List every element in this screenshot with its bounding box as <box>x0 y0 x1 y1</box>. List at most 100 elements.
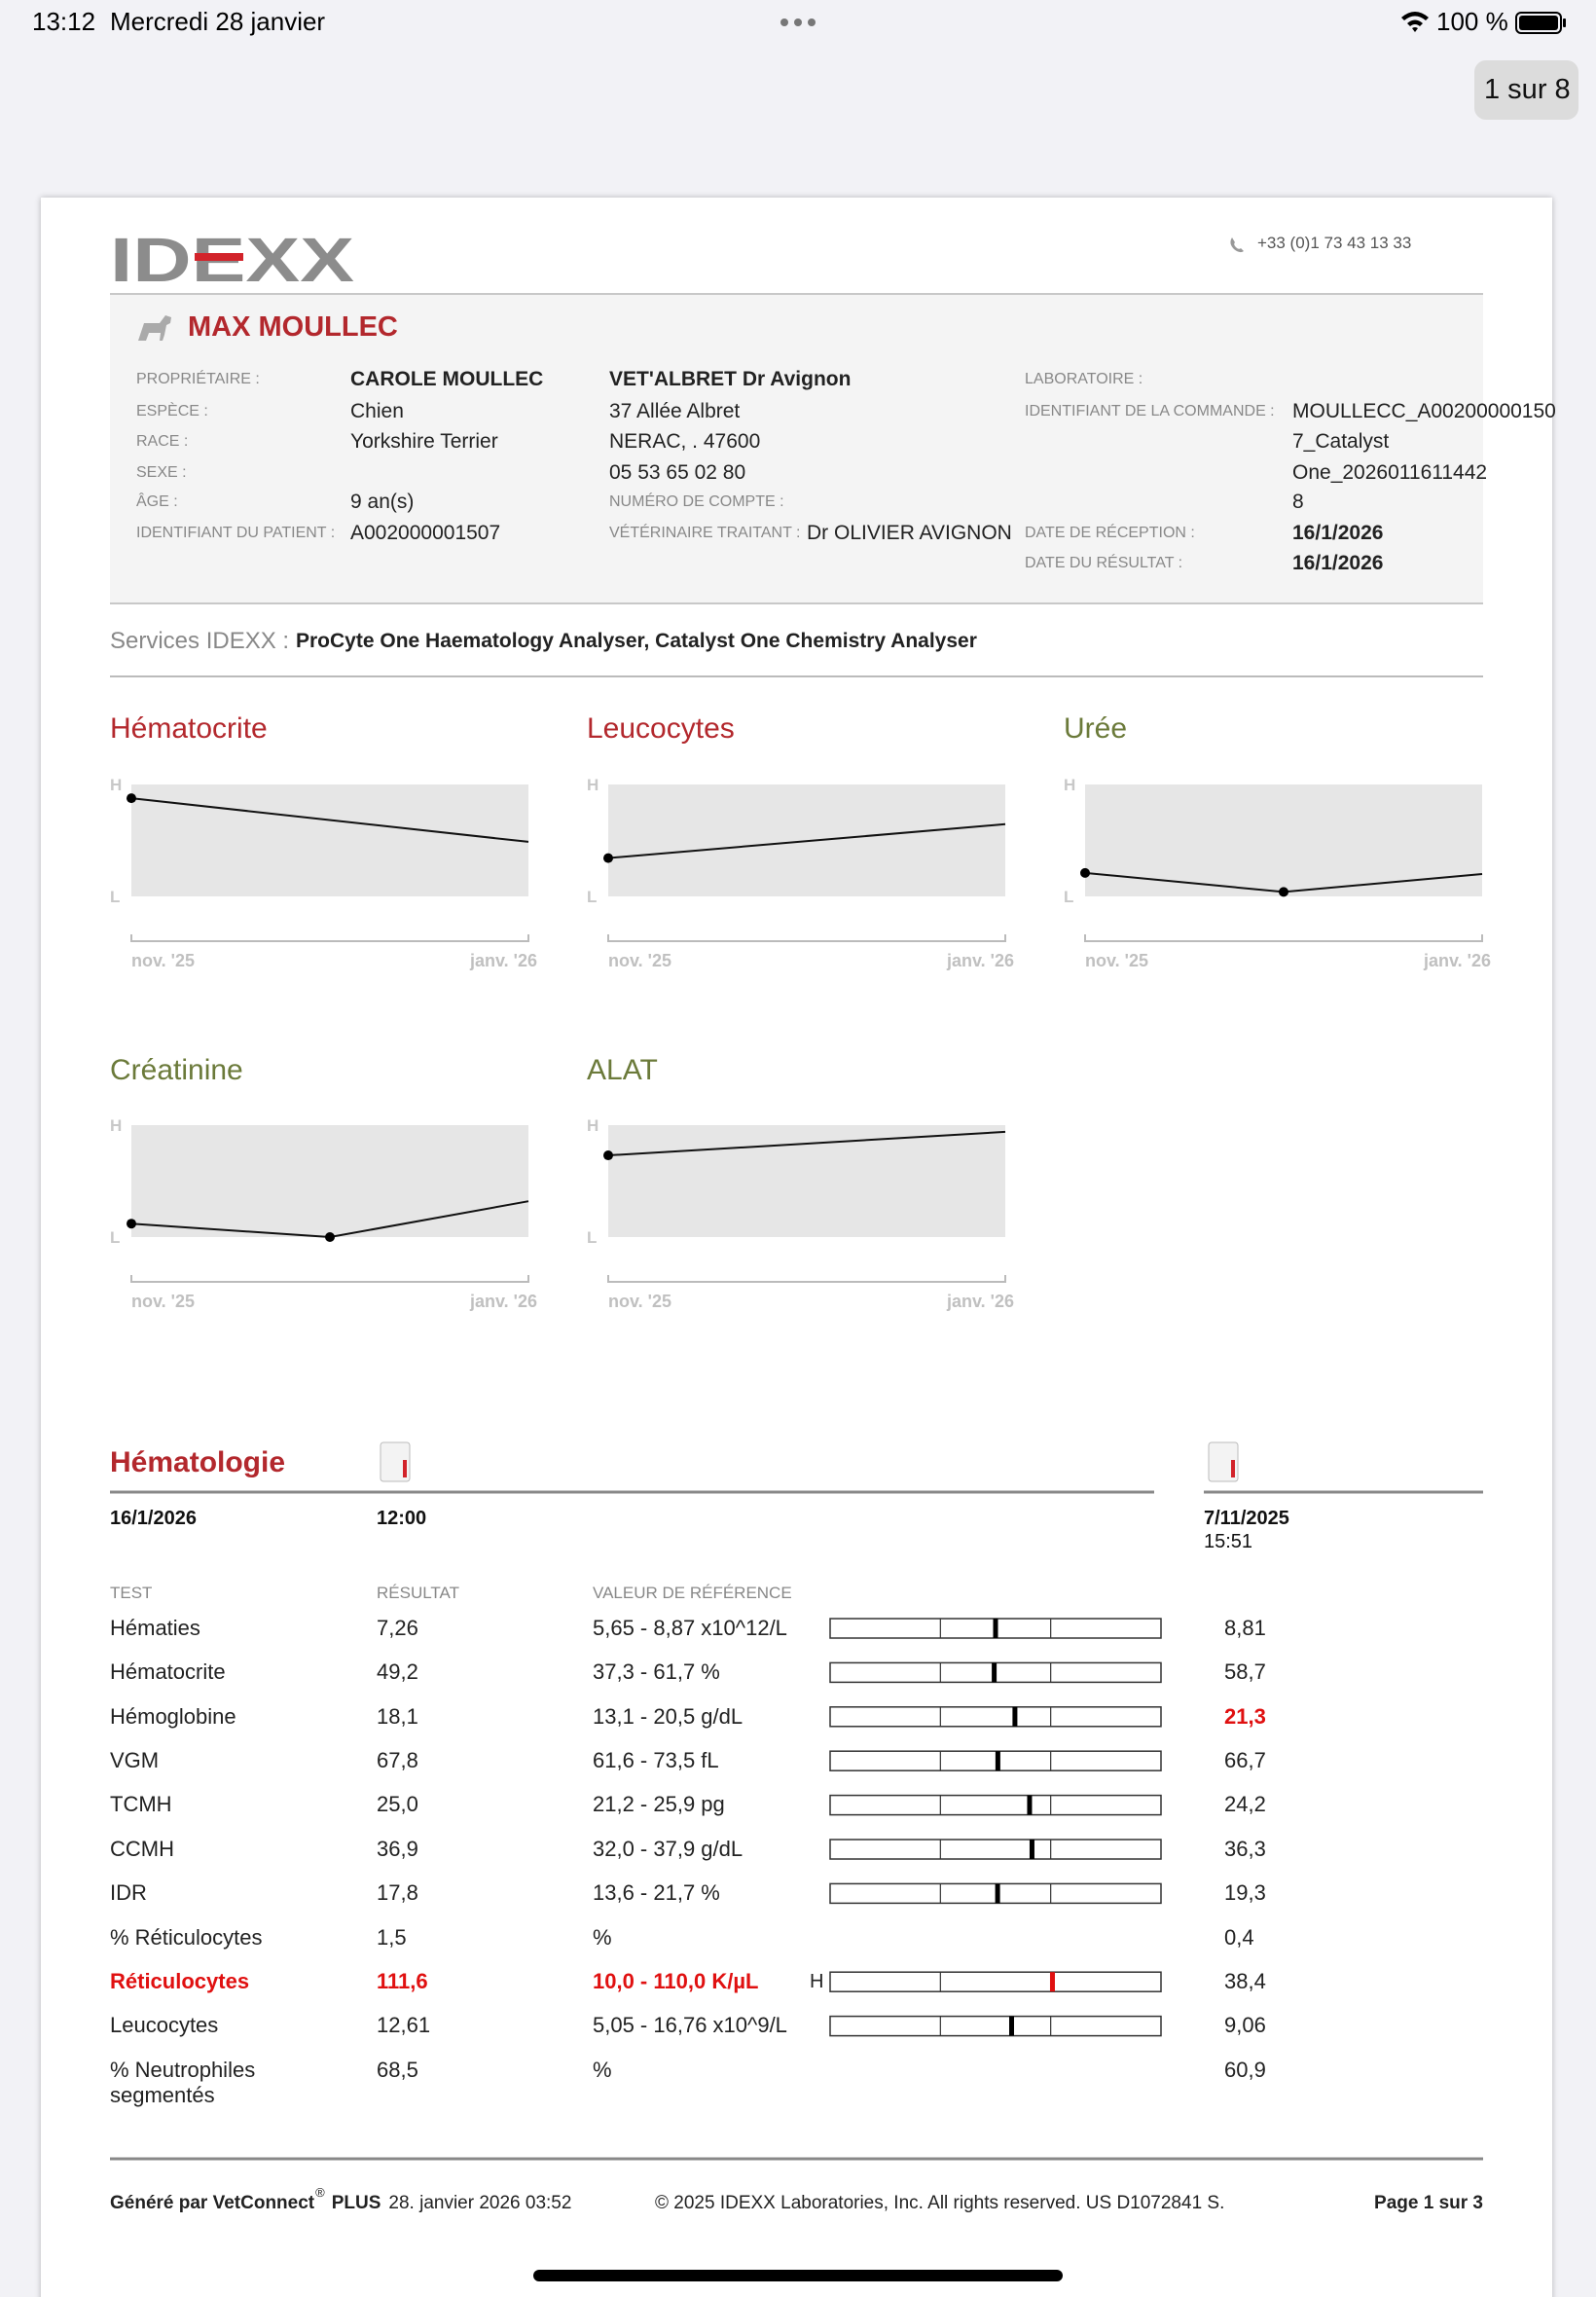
previous-result: 19,3 <box>1224 1880 1266 1906</box>
x-tick-label: nov. '25 <box>131 951 195 970</box>
reference-range: 5,05 - 16,76 x10^9/L <box>593 2013 787 2038</box>
previous-result: 0,4 <box>1224 1924 1254 1950</box>
x-axis <box>607 934 1006 942</box>
field-label: NUMÉRO DE COMPTE : <box>609 493 784 511</box>
field-label: RACE : <box>136 433 189 451</box>
test-name: CCMH <box>110 1836 174 1861</box>
test-name: TCMH <box>110 1792 172 1817</box>
x-tick-label: janv. '26 <box>946 1292 1014 1311</box>
x-tick-label: nov. '25 <box>1085 951 1148 970</box>
reference-range: 21,2 - 25,9 pg <box>593 1792 725 1817</box>
clinic-name: VET'ALBRET Dr Avignon <box>609 368 852 391</box>
footer-copyright: © 2025 IDEXX Laboratories, Inc. All righ… <box>655 2192 1225 2213</box>
page-indicator[interactable] <box>1474 60 1578 120</box>
test-result: 67,8 <box>377 1748 418 1772</box>
clinic-line: 37 Allée Albret <box>609 400 741 423</box>
clinic-line: NERAC, . 47600 <box>609 430 761 454</box>
result-marker <box>995 1883 1000 1904</box>
battery-level: 100 % <box>1436 7 1508 37</box>
field-value: 16/1/2026 <box>1292 552 1384 575</box>
previous-result: 58,7 <box>1224 1659 1266 1685</box>
previous-result: 38,4 <box>1224 1969 1266 1993</box>
chart-title: ALAT <box>587 1054 658 1086</box>
test-name: % Réticulocytes <box>110 1924 263 1950</box>
wifi-icon <box>1401 12 1429 32</box>
y-tick-label: H <box>587 1116 598 1135</box>
chart-title: Leucocytes <box>587 712 735 745</box>
y-tick-label: L <box>110 1228 120 1247</box>
x-axis <box>607 1275 1006 1283</box>
reference-range: % <box>593 1924 612 1950</box>
order-id-line: One_2026011611442 <box>1292 461 1488 485</box>
services-value: ProCyte One Haematology Analyser, Cataly… <box>296 630 977 653</box>
page-indicator-label[interactable]: 1 sur 8 <box>1484 73 1571 105</box>
trend-point <box>1080 867 1090 878</box>
test-result: 12,61 <box>377 2013 431 2038</box>
test-name: Hématocrite <box>110 1659 226 1685</box>
tube-icon <box>1208 1441 1239 1482</box>
column-header: TEST <box>110 1583 153 1602</box>
x-tick-label: janv. '26 <box>1423 951 1491 970</box>
test-name: % Neutrophiles segmentés <box>110 2057 256 2108</box>
footer-product: PLUS <box>331 2192 381 2213</box>
order-id-line: 8 <box>1292 491 1304 514</box>
previous-result: 60,9 <box>1224 2057 1266 2082</box>
x-tick-label: janv. '26 <box>469 1292 537 1311</box>
y-tick-label: H <box>110 776 122 794</box>
test-name: VGM <box>110 1748 160 1772</box>
test-name: Réticulocytes <box>110 1969 250 1993</box>
field-label: IDENTIFIANT DU PATIENT : <box>136 525 336 542</box>
previous-result: 8,81 <box>1224 1615 1266 1640</box>
x-axis <box>130 934 529 942</box>
reference-range: 13,6 - 21,7 % <box>593 1880 720 1906</box>
run-date: 16/1/2026 <box>110 1508 197 1529</box>
trend-point <box>1279 887 1288 897</box>
field-value: 16/1/2026 <box>1292 522 1384 545</box>
test-result: 68,5 <box>377 2057 418 2082</box>
result-marker <box>1029 1840 1034 1859</box>
reference-range: 5,65 - 8,87 x10^12/L <box>593 1615 787 1640</box>
clinic-line: 05 53 65 02 80 <box>609 461 746 485</box>
field-label: DATE DU RÉSULTAT : <box>1025 555 1183 572</box>
field-value: Yorkshire Terrier <box>350 430 498 454</box>
result-marker <box>1009 2016 1015 2036</box>
tube-icon <box>380 1441 411 1482</box>
test-result: 25,0 <box>377 1792 418 1817</box>
patient-name: MAX MOULLEC <box>188 310 398 343</box>
species-icon <box>138 315 171 341</box>
trend-line <box>607 1130 1006 1157</box>
phone-number: +33 (0)1 73 43 13 33 <box>1257 233 1412 252</box>
x-axis <box>130 1275 529 1283</box>
more-dots[interactable] <box>780 18 816 26</box>
y-tick-label: L <box>587 888 597 906</box>
reference-range: 10,0 - 110,0 K/µL <box>593 1969 759 1993</box>
field-label: PROPRIÉTAIRE : <box>136 371 260 388</box>
field-value: CAROLE MOULLEC <box>350 368 544 391</box>
section-title: Hématologie <box>110 1446 286 1478</box>
range-gauge <box>829 1794 1162 1816</box>
gray-info-box <box>110 293 1483 604</box>
field-value: A002000001507 <box>350 522 501 545</box>
y-tick-label: H <box>110 1116 122 1135</box>
field-label: ESPÈCE : <box>136 403 208 420</box>
x-tick-label: janv. '26 <box>946 951 1014 970</box>
reference-range: 13,1 - 20,5 g/dL <box>593 1703 744 1729</box>
chart-title: Hématocrite <box>110 712 268 745</box>
test-name: Leucocytes <box>110 2013 219 2038</box>
order-id-line: MOULLECC_A00200000150 <box>1292 400 1556 423</box>
test-name: IDR <box>110 1880 147 1906</box>
previous-result: 36,3 <box>1224 1836 1266 1861</box>
y-tick-label: L <box>110 888 120 906</box>
result-marker <box>992 1662 998 1683</box>
services-label: Services IDEXX : <box>110 627 290 654</box>
x-axis <box>1084 934 1483 942</box>
plot-band <box>131 784 528 896</box>
range-gauge <box>829 1706 1162 1728</box>
result-marker <box>1049 1972 1055 1992</box>
test-result: 1,5 <box>377 1924 407 1950</box>
chart-title: Créatinine <box>110 1054 243 1086</box>
result-marker <box>1012 1706 1018 1727</box>
